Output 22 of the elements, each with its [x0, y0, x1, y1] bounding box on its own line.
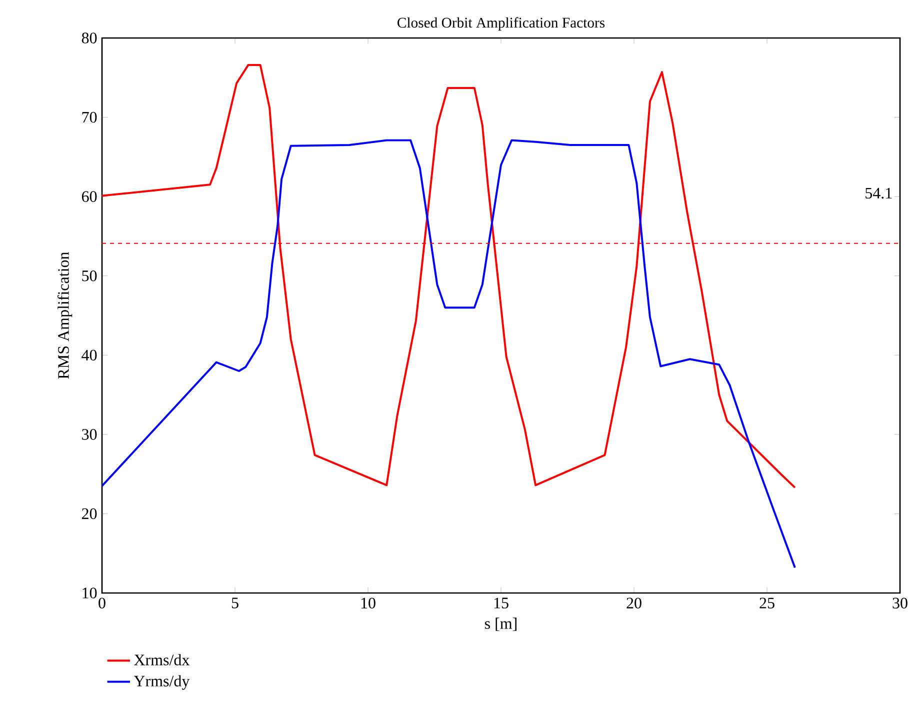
legend-label: Yrms/dy	[134, 675, 190, 690]
y-axis-title: RMS Amplification	[57, 252, 72, 379]
y-tick-label: 80	[82, 32, 97, 44]
y-tick-label: 70	[82, 112, 97, 123]
y-tick-label: 20	[82, 508, 97, 520]
x-tick-label: 20	[626, 598, 642, 608]
chart-title: Closed Orbit Amplification Factors	[398, 17, 605, 31]
legend-label: Xrms/dx	[134, 654, 190, 666]
y-tick-label: 10	[82, 588, 97, 598]
y-tick-label: 50	[82, 270, 97, 282]
x-tick-label: 15	[494, 598, 508, 608]
x-tick-label: 25	[760, 598, 774, 608]
line-series	[102, 139, 796, 569]
y-tick-label: 40	[82, 350, 97, 361]
x-tick-label: 0	[98, 598, 106, 608]
x-tick-label: 10	[361, 598, 376, 608]
ref-line-label: 54.1	[866, 188, 892, 199]
x-tick-label: 5	[232, 598, 238, 608]
y-tick-label: 60	[82, 191, 97, 202]
x-axis-title: s [m]	[484, 618, 516, 631]
x-tick-label: 30	[892, 598, 908, 608]
y-tick-label: 30	[82, 429, 97, 440]
